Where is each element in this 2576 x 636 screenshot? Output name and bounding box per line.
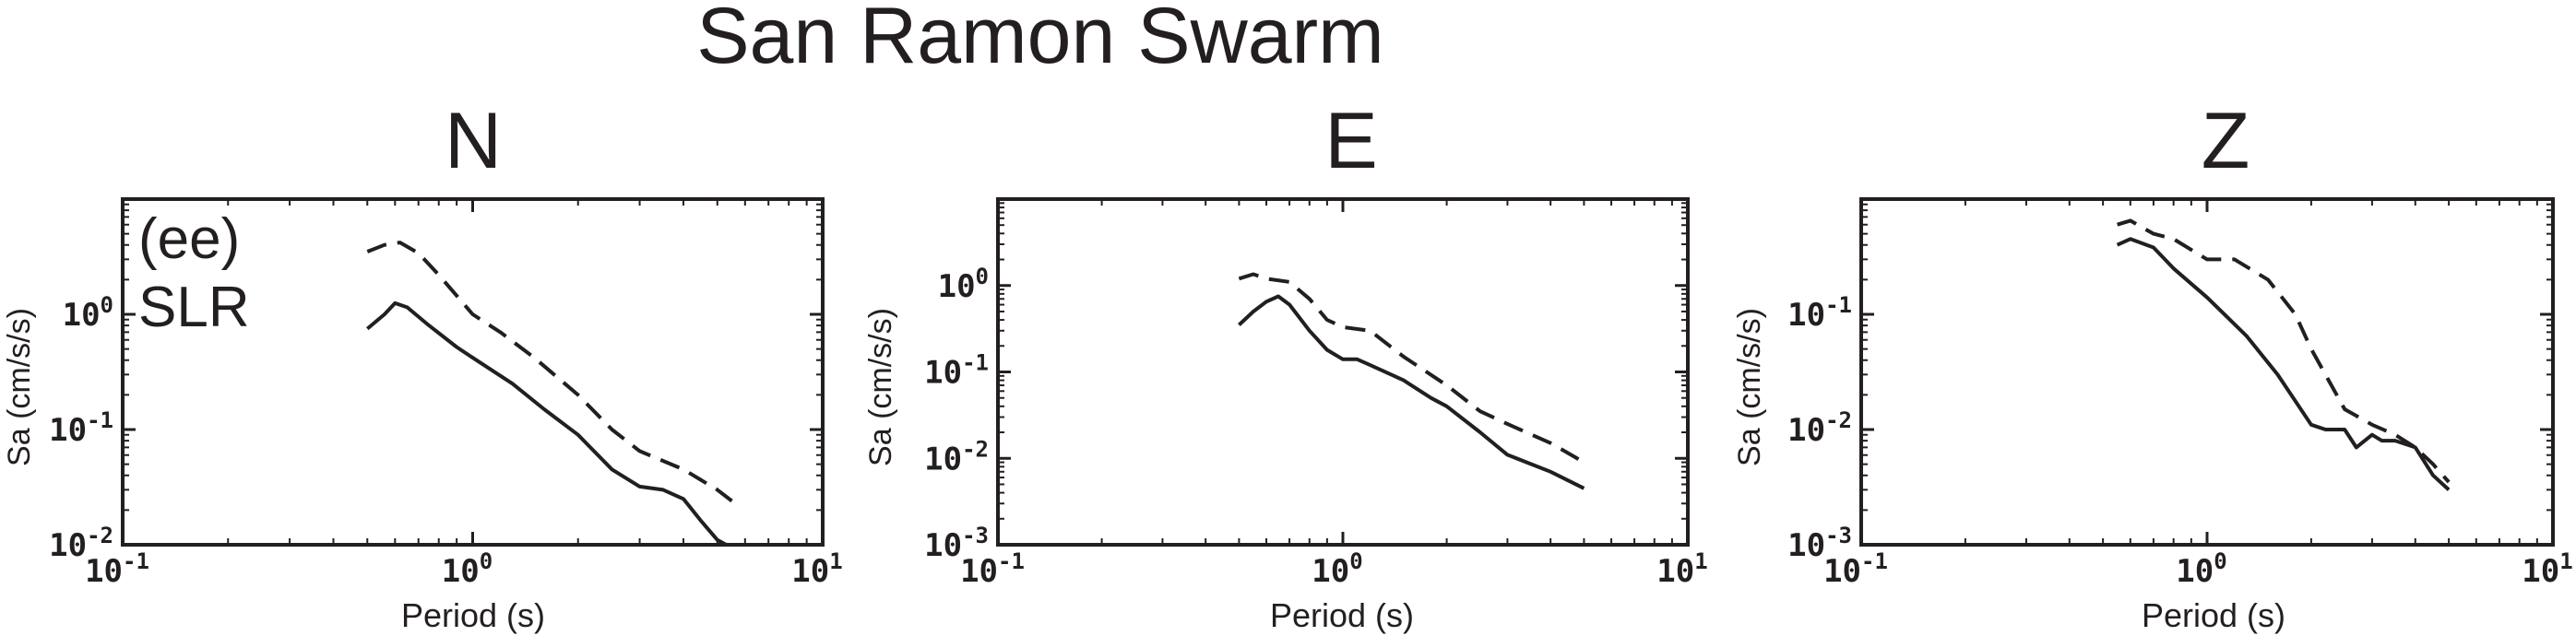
panel-e: E Sa (cm/s/s) Period (s) 10-1 100 10110-31… [863, 97, 1708, 634]
y-axis-label-e: Sa (cm/s/s) [863, 308, 898, 466]
y-tick-label: 10-3 [1787, 523, 1852, 564]
x-axis-label-z: Period (s) [2142, 596, 2285, 634]
annotation-line-2: SLR [138, 276, 250, 339]
y-axis-label-z: Sa (cm/s/s) [1732, 308, 1767, 466]
annotation-line-1: (ee) [138, 207, 240, 271]
x-tick-label: 10-1 [85, 548, 149, 590]
series-line-solid [366, 300, 728, 547]
x-axis-label-e: Period (s) [1270, 596, 1414, 634]
panel-title-z: Z [2202, 97, 2250, 185]
series-line-dashed [2117, 218, 2451, 484]
x-tick-label: 101 [1656, 548, 1707, 590]
series-line-solid [2116, 237, 2451, 491]
y-tick-label: 10-1 [1787, 292, 1852, 334]
y-axis-label-n: Sa (cm/s/s) [2, 308, 37, 466]
series-line-dashed [1238, 272, 1585, 465]
panel-n: N Sa (cm/s/s) Period (s) 10-1 100 10110-21… [2, 97, 843, 634]
x-tick-label: 10-1 [960, 548, 1025, 590]
suptitle: San Ramon Swarm [696, 0, 1384, 80]
plot-area-z: 10-1 100 101 10-3 10-2 10-1 [1787, 197, 2573, 590]
y-tick-label: 10-2 [924, 436, 989, 477]
x-tick-label: 100 [442, 548, 493, 590]
x-tick-label: 100 [2176, 548, 2226, 590]
y-tick-label: 10-3 [924, 523, 989, 564]
y-tick-label: 10-1 [924, 350, 989, 392]
plot-frame [1859, 197, 2555, 547]
plot-area-e: 10-1 100 101 10-3 10-2 10-1 100 [924, 197, 1708, 590]
x-tick-label: 101 [791, 548, 842, 590]
panel-title-e: E [1324, 97, 1377, 185]
y-tick-label: 10-2 [49, 523, 113, 564]
panel-z: Z Sa (cm/s/s) Period (s) 10-1 100 10110-31… [1732, 97, 2573, 634]
x-axis-label-n: Period (s) [401, 596, 545, 634]
x-tick-label: 100 [1312, 548, 1362, 590]
y-tick-label: 10-1 [49, 407, 113, 449]
x-tick-label: 10-1 [1823, 548, 1888, 590]
x-tick-label: 101 [2522, 548, 2572, 590]
y-tick-label: 100 [938, 264, 989, 305]
y-tick-label: 10-2 [1787, 407, 1852, 449]
y-tick-label: 100 [63, 292, 113, 334]
series-line-dashed [366, 241, 733, 503]
series-line-solid [1238, 294, 1585, 490]
annotation-n: (ee) SLR [138, 207, 250, 339]
panel-title-n: N [445, 97, 502, 185]
plot-frame [996, 197, 1690, 547]
